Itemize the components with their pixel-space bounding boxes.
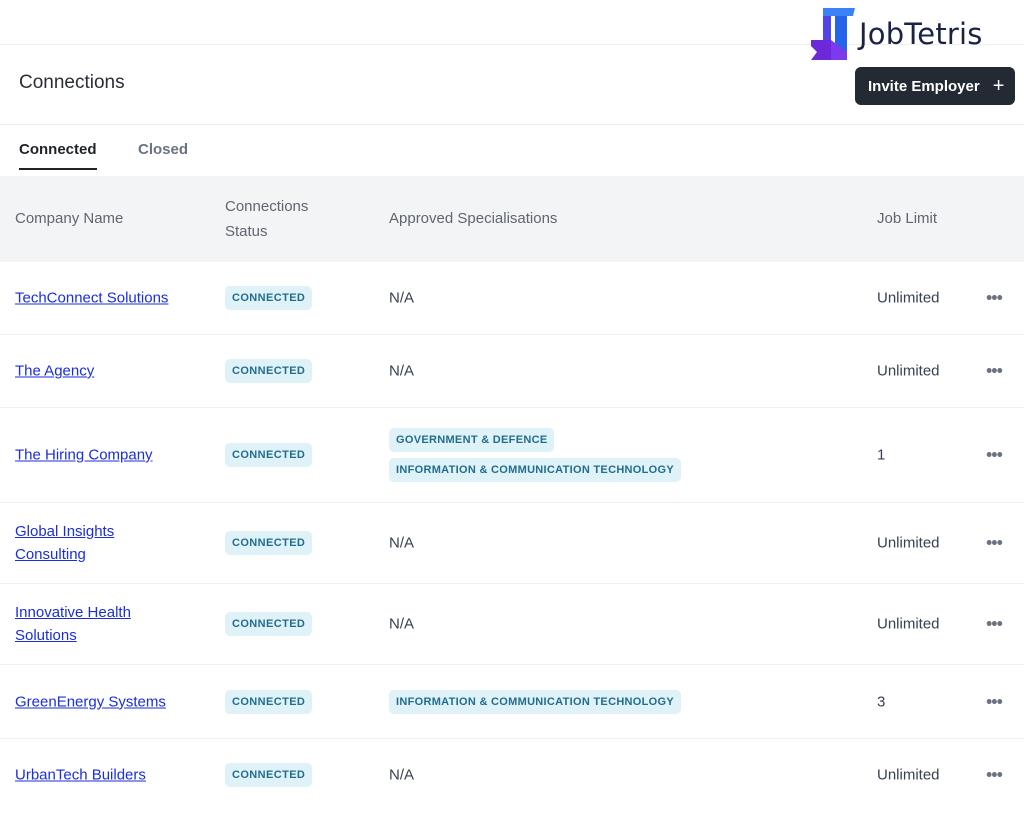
tab-bar: Connected Closed xyxy=(0,125,1024,176)
company-link[interactable]: TechConnect Solutions xyxy=(15,289,169,307)
company-link[interactable]: The Agency xyxy=(15,362,95,380)
specialisations-text: N/A xyxy=(389,362,415,380)
column-header-company: Company Name xyxy=(15,210,124,227)
status-badge: CONNECTED xyxy=(225,689,313,714)
more-actions-icon[interactable]: ••• xyxy=(986,532,1003,553)
job-limit-text: 3 xyxy=(877,693,886,710)
invite-employer-label: Invite Employer xyxy=(868,77,980,95)
status-cell: CONNECTED xyxy=(225,286,313,310)
status-badge: CONNECTED xyxy=(225,763,313,787)
company-link[interactable]: UrbanTech Builders xyxy=(15,766,146,784)
specialisations-text: N/A xyxy=(389,534,415,552)
specialisations-text: N/A xyxy=(389,289,415,307)
specialisation-tag: GOVERNMENT & DEFENCE xyxy=(389,428,555,452)
company-link[interactable]: The Hiring Company xyxy=(15,446,153,464)
specialisation-tag: INFORMATION & COMMUNICATION TECHNOLOGY xyxy=(389,458,682,482)
specialisation-tag-list: GOVERNMENT & DEFENCE INFORMATION & COMMU… xyxy=(389,428,682,482)
status-cell: CONNECTED xyxy=(225,689,313,714)
status-badge: CONNECTED xyxy=(225,443,313,467)
company-link[interactable]: GreenEnergy Systems xyxy=(15,693,166,710)
table-row: Innovative Health Solutions CONNECTED N/… xyxy=(0,584,1024,665)
invite-employer-button[interactable]: Invite Employer + xyxy=(855,67,1015,105)
job-limit-text: Unlimited xyxy=(877,289,940,307)
jobtetris-logo-icon xyxy=(811,8,855,60)
column-header-status: Connections Status xyxy=(225,198,309,240)
job-limit-text: Unlimited xyxy=(877,615,940,633)
job-limit-text: Unlimited xyxy=(877,534,940,552)
column-header-job-limit: Job Limit xyxy=(877,210,938,227)
specialisations-cell: INFORMATION & COMMUNICATION TECHNOLOGY xyxy=(389,689,682,714)
more-actions-icon[interactable]: ••• xyxy=(986,613,1003,634)
more-actions-icon[interactable]: ••• xyxy=(986,764,1003,785)
more-actions-icon[interactable]: ••• xyxy=(986,360,1003,381)
table-row: UrbanTech Builders CONNECTED N/A Unlimit… xyxy=(0,739,1024,811)
company-link[interactable]: Innovative Health Solutions xyxy=(15,604,131,644)
tab-connected[interactable]: Connected xyxy=(19,141,97,170)
specialisations-text: N/A xyxy=(389,766,415,784)
specialisations-text: N/A xyxy=(389,615,415,633)
job-limit-text: Unlimited xyxy=(877,362,940,380)
specialisation-tag: INFORMATION & COMMUNICATION TECHNOLOGY xyxy=(389,689,682,714)
table-header: Company Name Connections Status Approved… xyxy=(0,176,1024,262)
table-row: GreenEnergy Systems CONNECTED INFORMATIO… xyxy=(0,665,1024,739)
status-badge: CONNECTED xyxy=(225,612,313,636)
status-cell: CONNECTED xyxy=(225,359,313,383)
status-badge: CONNECTED xyxy=(225,531,313,555)
status-badge: CONNECTED xyxy=(225,359,313,383)
page-title: Connections xyxy=(19,72,125,93)
table-row: Global Insights Consulting CONNECTED N/A… xyxy=(0,503,1024,584)
brand-logo: JobTetris xyxy=(809,4,983,64)
job-limit-text: Unlimited xyxy=(877,766,940,784)
connections-panel: Connections Invite Employer + Connected … xyxy=(0,44,1024,820)
brand-name: JobTetris xyxy=(859,17,983,51)
status-cell: CONNECTED xyxy=(225,612,313,636)
status-cell: CONNECTED xyxy=(225,443,313,467)
column-header-specialisations: Approved Specialisations xyxy=(389,210,558,227)
plus-icon: + xyxy=(992,75,1005,97)
company-link[interactable]: Global Insights Consulting xyxy=(15,523,115,563)
status-cell: CONNECTED xyxy=(225,531,313,555)
specialisation-tag-list: INFORMATION & COMMUNICATION TECHNOLOGY xyxy=(389,689,682,714)
table-row: The Hiring Company CONNECTED GOVERNMENT … xyxy=(0,408,1024,503)
more-actions-icon[interactable]: ••• xyxy=(986,691,1003,711)
tab-closed[interactable]: Closed xyxy=(138,141,189,158)
more-actions-icon[interactable]: ••• xyxy=(986,444,1003,465)
status-cell: CONNECTED xyxy=(225,763,313,787)
table-body: TechConnect Solutions CONNECTED N/A Unli… xyxy=(0,262,1024,811)
job-limit-text: 1 xyxy=(877,446,886,464)
more-actions-icon[interactable]: ••• xyxy=(986,287,1003,308)
table-row: TechConnect Solutions CONNECTED N/A Unli… xyxy=(0,262,1024,335)
status-badge: CONNECTED xyxy=(225,286,313,310)
table-row: The Agency CONNECTED N/A Unlimited ••• xyxy=(0,335,1024,408)
page-header: Connections Invite Employer + xyxy=(0,45,1024,125)
specialisations-cell: GOVERNMENT & DEFENCE INFORMATION & COMMU… xyxy=(389,428,682,482)
